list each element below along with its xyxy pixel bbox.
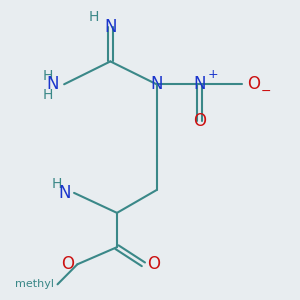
Text: N: N <box>104 18 117 36</box>
Text: N: N <box>193 75 206 93</box>
Text: N: N <box>47 75 59 93</box>
Text: O: O <box>61 255 74 273</box>
Text: H: H <box>52 177 62 191</box>
Text: +: + <box>208 68 219 81</box>
Text: −: − <box>261 85 271 98</box>
Text: H: H <box>88 10 99 24</box>
Text: methyl: methyl <box>15 279 54 289</box>
Text: O: O <box>147 255 160 273</box>
Text: O: O <box>248 75 260 93</box>
Text: N: N <box>58 184 71 202</box>
Text: O: O <box>193 112 206 130</box>
Text: H: H <box>42 88 52 102</box>
Text: H: H <box>42 69 52 83</box>
Text: N: N <box>150 75 163 93</box>
